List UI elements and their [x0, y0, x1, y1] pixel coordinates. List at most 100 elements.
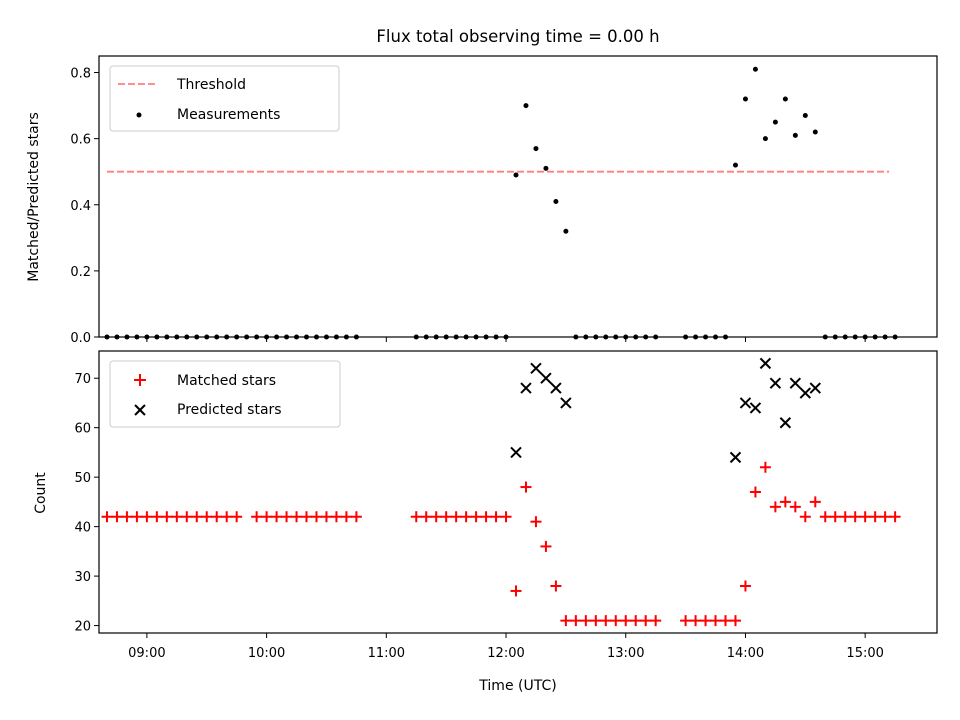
count-y-tick-label: 60 — [74, 422, 91, 437]
count-x-tick-label: 10:00 — [248, 646, 285, 661]
matched-point — [859, 511, 871, 523]
matched-point — [570, 615, 582, 627]
predicted-point — [550, 382, 562, 394]
predicted-point — [510, 446, 522, 459]
measurement-point — [732, 162, 738, 168]
count-plot-frame — [98, 350, 938, 634]
matched-point — [700, 615, 712, 627]
matched-point — [251, 511, 263, 523]
matched-point — [580, 615, 592, 627]
matched-point — [500, 511, 512, 523]
matched-point — [171, 511, 183, 523]
count-x-tick-label: 12:00 — [487, 646, 524, 661]
measurement-point — [762, 136, 768, 142]
matched-point — [819, 511, 831, 523]
matched-point — [420, 511, 432, 523]
matched-point — [221, 511, 233, 523]
matched-point — [630, 615, 642, 627]
predicted-point — [729, 451, 742, 464]
predicted-point — [799, 387, 812, 399]
matched-point — [191, 511, 203, 523]
predicted-point — [560, 397, 572, 409]
matched-point — [809, 496, 821, 508]
matched-point — [620, 615, 632, 627]
predicted-point — [809, 382, 821, 394]
measurement-point — [533, 146, 539, 152]
ratio-y-tick-label: 0.6 — [70, 133, 91, 148]
matched-point — [729, 615, 741, 627]
matched-point — [550, 580, 562, 592]
matched-point — [450, 511, 462, 523]
count-x-axis: 09:00 10:00 11:00 12:00 13:00 14:00 15:00 — [128, 633, 884, 661]
ratio-y-tick-label: 0.2 — [70, 265, 91, 280]
matched-point — [271, 511, 283, 523]
predicted-point — [520, 382, 532, 394]
matched-point — [739, 580, 751, 592]
matched-point — [530, 516, 542, 528]
measurement-point — [782, 96, 788, 102]
matched-point — [759, 461, 771, 473]
matched-point — [310, 511, 322, 523]
ratio-y-tick-label: 0.8 — [70, 67, 91, 82]
measurement-point — [523, 103, 529, 109]
matched-legend-swatch — [134, 374, 146, 386]
matched-point — [829, 511, 841, 523]
threshold-legend-label: Threshold — [176, 77, 246, 93]
matched-point — [710, 615, 722, 627]
matched-point — [690, 615, 702, 627]
measurement-point — [513, 172, 519, 178]
matched-point — [749, 486, 761, 498]
matched-point — [769, 501, 781, 513]
matched-point — [460, 511, 472, 523]
matched-point — [720, 615, 732, 627]
matched-point — [610, 615, 622, 627]
count-y-axis: 20 30 40 50 60 70 — [74, 372, 99, 635]
matched-point — [540, 540, 552, 552]
matched-point — [181, 511, 193, 523]
matched-point — [799, 511, 811, 523]
predicted-point — [789, 377, 802, 389]
predicted-legend-label: Predicted stars — [177, 402, 282, 418]
matched-point — [231, 511, 243, 523]
count-plot-area — [101, 357, 901, 627]
count-x-tick-label: 11:00 — [368, 646, 405, 661]
matched-point — [141, 511, 153, 523]
count-y-tick-label: 30 — [74, 570, 91, 585]
predicted-point — [739, 397, 752, 409]
predicted-point — [759, 357, 772, 370]
count-y-tick-label: 20 — [74, 620, 91, 635]
matched-point — [490, 511, 502, 523]
matched-point — [879, 511, 891, 523]
matched-point — [430, 511, 442, 523]
count-x-axis-title: Time (UTC) — [478, 678, 556, 694]
predicted-point — [769, 377, 782, 389]
matched-point — [111, 511, 123, 523]
measurement-point — [553, 198, 559, 204]
matched-point — [680, 615, 692, 627]
count-legend-box — [109, 360, 341, 428]
matched-point — [131, 511, 143, 523]
matched-point — [779, 496, 791, 508]
matched-point — [590, 615, 602, 627]
count-x-tick-label: 14:00 — [727, 646, 764, 661]
matched-point — [440, 511, 452, 523]
matched-point — [161, 511, 173, 523]
predicted-point — [540, 372, 552, 384]
predicted-point — [530, 362, 542, 375]
matched-legend-label: Matched stars — [177, 373, 276, 389]
count-panel: 20 30 40 50 60 70 09:00 10:00 11:00 12:00 13:00 14… — [33, 350, 938, 694]
matched-point — [320, 511, 332, 523]
predicted-point — [749, 402, 762, 414]
measurement-point — [812, 129, 818, 135]
measurements-legend-swatch — [136, 112, 142, 118]
figure-title: Flux total observing time = 0.00 h — [376, 27, 659, 46]
matched-point — [261, 511, 273, 523]
matched-point — [101, 511, 113, 523]
measurement-point — [563, 228, 569, 234]
matched-point — [211, 511, 223, 523]
ratio-plot-frame — [98, 55, 938, 338]
measurement-point — [742, 96, 748, 102]
count-x-tick-label: 15:00 — [846, 646, 883, 661]
